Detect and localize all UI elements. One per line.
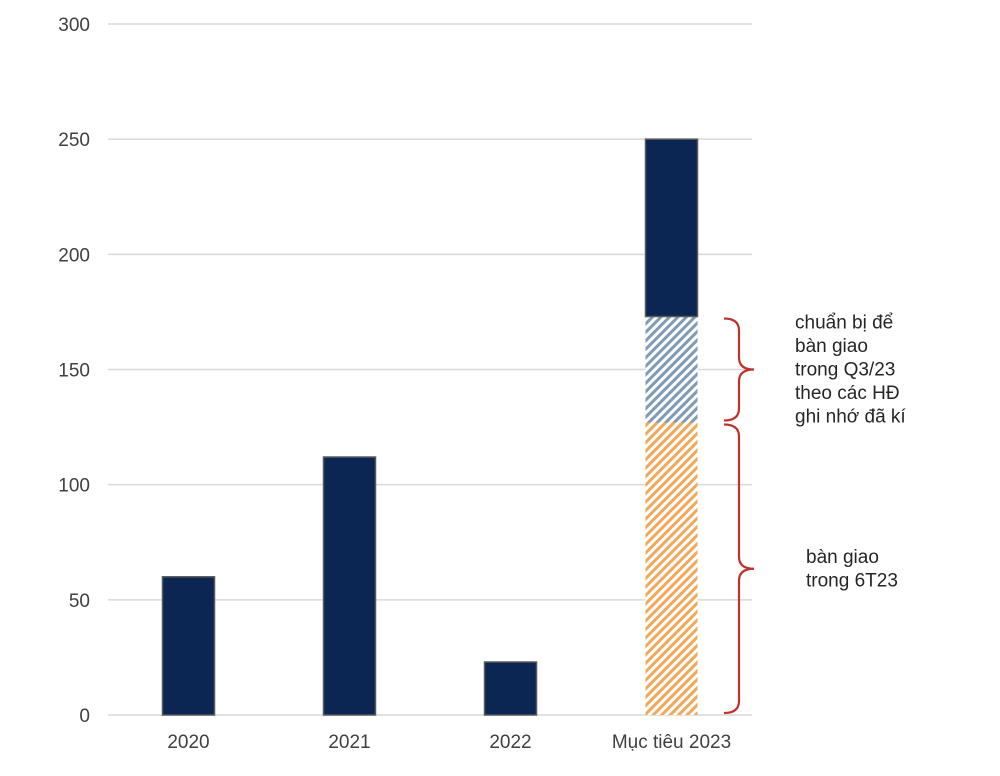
bar-mục-tiêu-2023-segment-1 [645,316,698,423]
y-tick-label: 100 [58,476,90,497]
y-tick-label: 50 [69,591,90,612]
bar-2021-segment-2 [322,456,377,716]
x-tick-label: 2021 [328,732,370,753]
x-axis: 2020 2021 2022 Mục tiêu 2023 [167,732,731,753]
annotation-label: bàn giao [806,547,879,568]
x-tick-label: 2022 [489,732,531,753]
bar-mục-tiêu-2023-segment-2 [644,138,699,318]
x-tick-label: 2020 [167,732,209,753]
y-tick-label: 300 [58,15,90,36]
annotation-label: bàn giao [795,336,868,357]
y-tick-label: 200 [58,245,90,266]
annotation-label: ghi nhớ đã kí [795,407,906,428]
bar-mục-tiêu-2023-segment-0 [645,422,698,715]
annotation-label: trong 6T23 [806,570,898,591]
y-tick-label: 0 [79,706,90,727]
grid-lines [108,23,752,716]
bar-2022-segment-2 [483,661,538,716]
bar-2020-segment-2 [161,576,216,716]
y-axis: 0 50 100 150 200 250 300 [58,15,90,727]
annotation-label: theo các HĐ [795,383,900,404]
bars [161,138,699,716]
annotation-brace [723,317,755,422]
x-tick-label: Mục tiêu 2023 [612,732,731,753]
y-tick-label: 250 [58,130,90,151]
annotation-label: chuẩn bị để [795,313,893,334]
y-tick-label: 150 [58,361,90,382]
annotation-label: trong Q3/23 [795,360,895,381]
annotation-brace [723,423,755,715]
